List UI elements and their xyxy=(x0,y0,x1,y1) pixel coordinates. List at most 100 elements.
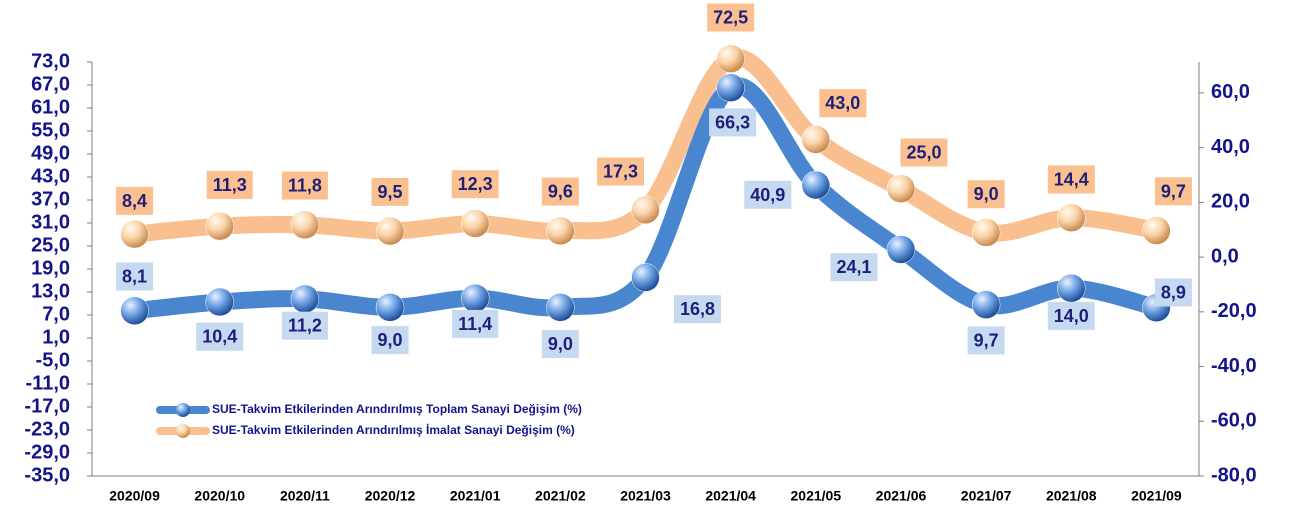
marker xyxy=(631,263,660,292)
data-label-bg xyxy=(709,108,757,137)
marker xyxy=(460,209,490,238)
data-label: 66,3 xyxy=(715,112,750,132)
marker xyxy=(886,235,916,264)
marker xyxy=(1057,203,1086,232)
data-label-bg xyxy=(541,330,579,359)
data-label-box: 40,9 xyxy=(744,180,792,209)
legend-label: SUE-Takvim Etkilerinden Arındırılmış Top… xyxy=(212,402,582,416)
data-label-bg xyxy=(281,171,328,200)
marker xyxy=(716,44,745,73)
marker xyxy=(375,216,405,246)
y-tick-label: 7,0 xyxy=(42,303,70,325)
data-label-bg xyxy=(1047,165,1095,194)
y-tick-label: -23,0 xyxy=(24,418,70,440)
y2-tick-label: 60,0 xyxy=(1211,81,1250,103)
y-tick-label: 37,0 xyxy=(31,188,70,210)
data-label-box: 43,0 xyxy=(819,89,867,118)
marker xyxy=(971,218,1001,247)
y-tick-label: 31,0 xyxy=(31,211,70,233)
data-label: 17,3 xyxy=(603,162,638,182)
marker xyxy=(375,293,405,322)
y2-tick-label: -80,0 xyxy=(1211,464,1257,486)
y-tick-label: -11,0 xyxy=(26,372,70,394)
data-label-box: 9,7 xyxy=(1154,177,1192,206)
marker xyxy=(460,283,490,313)
data-label-box: 14,4 xyxy=(1047,165,1095,194)
data-label-bg xyxy=(371,177,409,206)
marker xyxy=(205,211,234,241)
marker xyxy=(205,287,234,317)
data-label: 9,5 xyxy=(378,182,403,202)
data-label-bg xyxy=(452,309,499,338)
marker xyxy=(631,195,660,225)
y-tick-label: -17,0 xyxy=(24,395,70,417)
x-tick-label: 2021/06 xyxy=(876,488,927,504)
marker xyxy=(120,296,149,326)
data-label-bg xyxy=(1154,278,1192,307)
y-tick-label: -35,0 xyxy=(24,464,70,486)
marker xyxy=(716,73,745,102)
data-label-box: 25,0 xyxy=(900,138,948,167)
data-label: 9,6 xyxy=(548,182,573,202)
y-tick-label: 67,0 xyxy=(31,73,70,95)
marker xyxy=(546,293,575,322)
data-label: 10,4 xyxy=(202,327,237,347)
data-label-box: 11,4 xyxy=(452,309,499,338)
y2-tick-label: -60,0 xyxy=(1211,410,1257,432)
x-tick-label: 2020/10 xyxy=(194,488,245,504)
marker xyxy=(1142,216,1171,245)
data-label-box: 9,7 xyxy=(967,326,1005,355)
data-label-bg xyxy=(116,262,154,291)
data-label-bg xyxy=(206,170,253,199)
data-label-box: 9,0 xyxy=(967,180,1005,209)
data-label: 72,5 xyxy=(713,7,748,27)
y2-tick-label: 40,0 xyxy=(1211,136,1250,158)
data-label-box: 8,1 xyxy=(116,262,154,291)
data-label: 8,9 xyxy=(1161,282,1186,302)
x-tick-label: 2021/01 xyxy=(450,488,501,504)
marker xyxy=(801,170,831,200)
legend-marker xyxy=(176,403,190,417)
data-label: 9,0 xyxy=(378,330,403,350)
y2-tick-label: -20,0 xyxy=(1211,300,1257,322)
y2-tick-label: 20,0 xyxy=(1211,191,1250,213)
y-tick-label: 49,0 xyxy=(31,142,70,164)
data-label-box: 14,0 xyxy=(1047,301,1095,330)
data-label-bg xyxy=(116,186,154,215)
data-label-bg xyxy=(967,180,1005,209)
marker xyxy=(290,210,320,240)
data-label: 9,0 xyxy=(548,334,573,354)
x-tick-label: 2021/05 xyxy=(791,488,842,504)
data-label-box: 72,5 xyxy=(707,3,755,32)
data-label: 24,1 xyxy=(836,257,871,277)
data-label-box: 8,9 xyxy=(1154,278,1192,307)
x-tick-label: 2021/02 xyxy=(535,488,586,504)
data-label-box: 8,4 xyxy=(116,186,154,215)
marker xyxy=(1057,273,1086,303)
data-label-box: 12,3 xyxy=(451,170,499,199)
data-label-bg xyxy=(451,170,499,199)
y-tick-label: -5,0 xyxy=(36,349,70,371)
y-tick-label: 55,0 xyxy=(31,119,70,141)
data-label-bg xyxy=(1154,177,1192,206)
data-label: 8,1 xyxy=(122,267,147,287)
data-label-bg xyxy=(673,295,722,324)
data-label-bg xyxy=(707,3,755,32)
x-tick-label: 2020/11 xyxy=(280,488,330,504)
data-label-box: 9,0 xyxy=(371,326,409,355)
data-label-box: 11,8 xyxy=(281,171,328,200)
marker xyxy=(546,216,575,246)
legend-label: SUE-Takvim Etkilerinden Arındırılmış İma… xyxy=(212,422,575,437)
marker xyxy=(290,284,320,314)
data-label: 16,8 xyxy=(680,299,715,319)
data-label: 9,7 xyxy=(974,330,999,350)
marker xyxy=(801,125,831,154)
data-label-bg xyxy=(830,253,878,282)
data-label-box: 10,4 xyxy=(196,322,244,351)
data-label-bg xyxy=(281,311,328,340)
data-label: 25,0 xyxy=(906,142,941,162)
y-tick-label: 1,0 xyxy=(42,326,70,348)
x-tick-label: 2021/08 xyxy=(1046,488,1097,504)
data-label: 11,2 xyxy=(288,316,322,336)
